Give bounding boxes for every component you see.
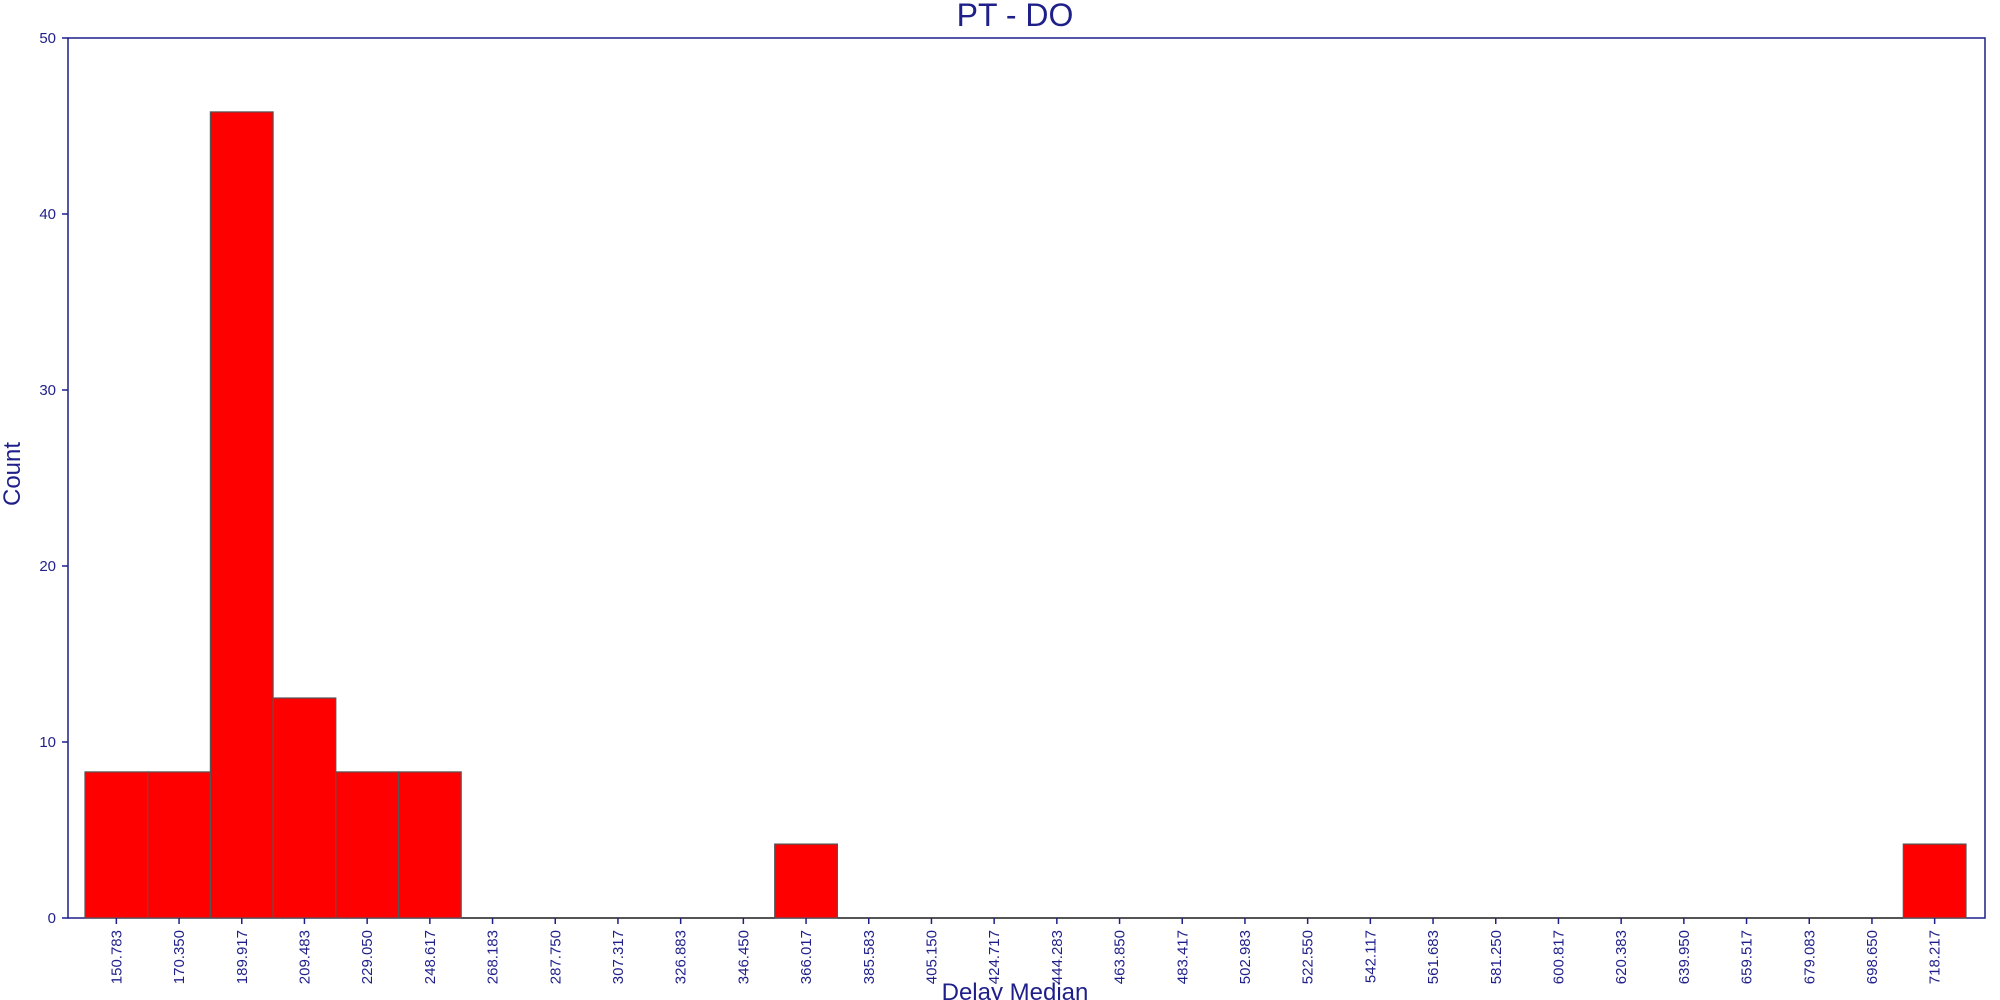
y-axis-label: Count [0, 442, 26, 506]
y-tick-label-5: 50 [39, 30, 56, 47]
x-tick-label-28: 698.650 [1864, 930, 1881, 984]
x-tick-label-16: 463.850 [1112, 930, 1129, 984]
x-tick-label-19: 522.550 [1300, 930, 1317, 984]
x-tick-label-14: 424.717 [986, 930, 1003, 984]
x-tick-label-24: 620.383 [1613, 930, 1630, 984]
bar-718.217 [1902, 843, 1967, 919]
x-axis-label: Delay Median [942, 979, 1089, 1000]
y-tick-label-2: 20 [39, 558, 56, 575]
x-tick-label-22: 581.250 [1488, 930, 1505, 984]
x-tick-label-8: 307.317 [610, 930, 627, 984]
bar-209.483 [272, 697, 337, 919]
bar-150.783 [84, 771, 149, 919]
x-tick-label-21: 561.683 [1425, 930, 1442, 984]
x-tick-label-18: 502.983 [1237, 930, 1254, 984]
bar-170.350 [147, 771, 211, 919]
chart-title: PT - DO [957, 0, 1074, 33]
x-tick-label-4: 229.050 [359, 930, 376, 984]
x-tick-label-20: 542.117 [1362, 930, 1379, 983]
x-tick-label-0: 150.783 [108, 930, 125, 984]
y-tick-label-1: 10 [39, 734, 56, 751]
x-tick-label-17: 483.417 [1174, 930, 1191, 984]
bar-229.050 [335, 771, 400, 919]
x-tick-label-23: 600.817 [1550, 930, 1567, 984]
x-tick-label-15: 444.283 [1049, 930, 1066, 984]
x-tick-label-7: 287.750 [547, 930, 564, 984]
y-tick-label-4: 40 [39, 206, 56, 223]
plot-area: 0 10 20 30 40 50 150.783 170.350 189.917 209.483 2… [39, 30, 1986, 984]
x-tick-label-5: 248.617 [422, 930, 439, 984]
x-tick-label-29: 718.217 [1927, 930, 1944, 984]
x-tick-label-10: 346.450 [735, 930, 752, 984]
y-tick-label-3: 30 [39, 382, 56, 399]
bar-366.017 [774, 843, 839, 919]
x-tick-label-9: 326.883 [673, 930, 690, 984]
x-tick-label-27: 679.083 [1801, 930, 1818, 984]
x-tick-label-6: 268.183 [485, 930, 502, 984]
bar-189.917 [209, 111, 274, 919]
x-tick-label-12: 385.583 [861, 930, 878, 984]
bar-248.617 [397, 771, 462, 919]
x-tick-label-11: 366.017 [798, 930, 815, 984]
x-tick-label-1: 170.350 [171, 930, 188, 984]
x-tick-label-13: 405.150 [923, 930, 940, 984]
x-tick-label-3: 209.483 [296, 930, 313, 984]
x-tick-label-25: 639.950 [1676, 930, 1693, 984]
x-tick-label-26: 659.517 [1739, 930, 1756, 984]
x-tick-label-2: 189.917 [234, 930, 251, 984]
y-tick-label-0: 0 [48, 910, 56, 927]
